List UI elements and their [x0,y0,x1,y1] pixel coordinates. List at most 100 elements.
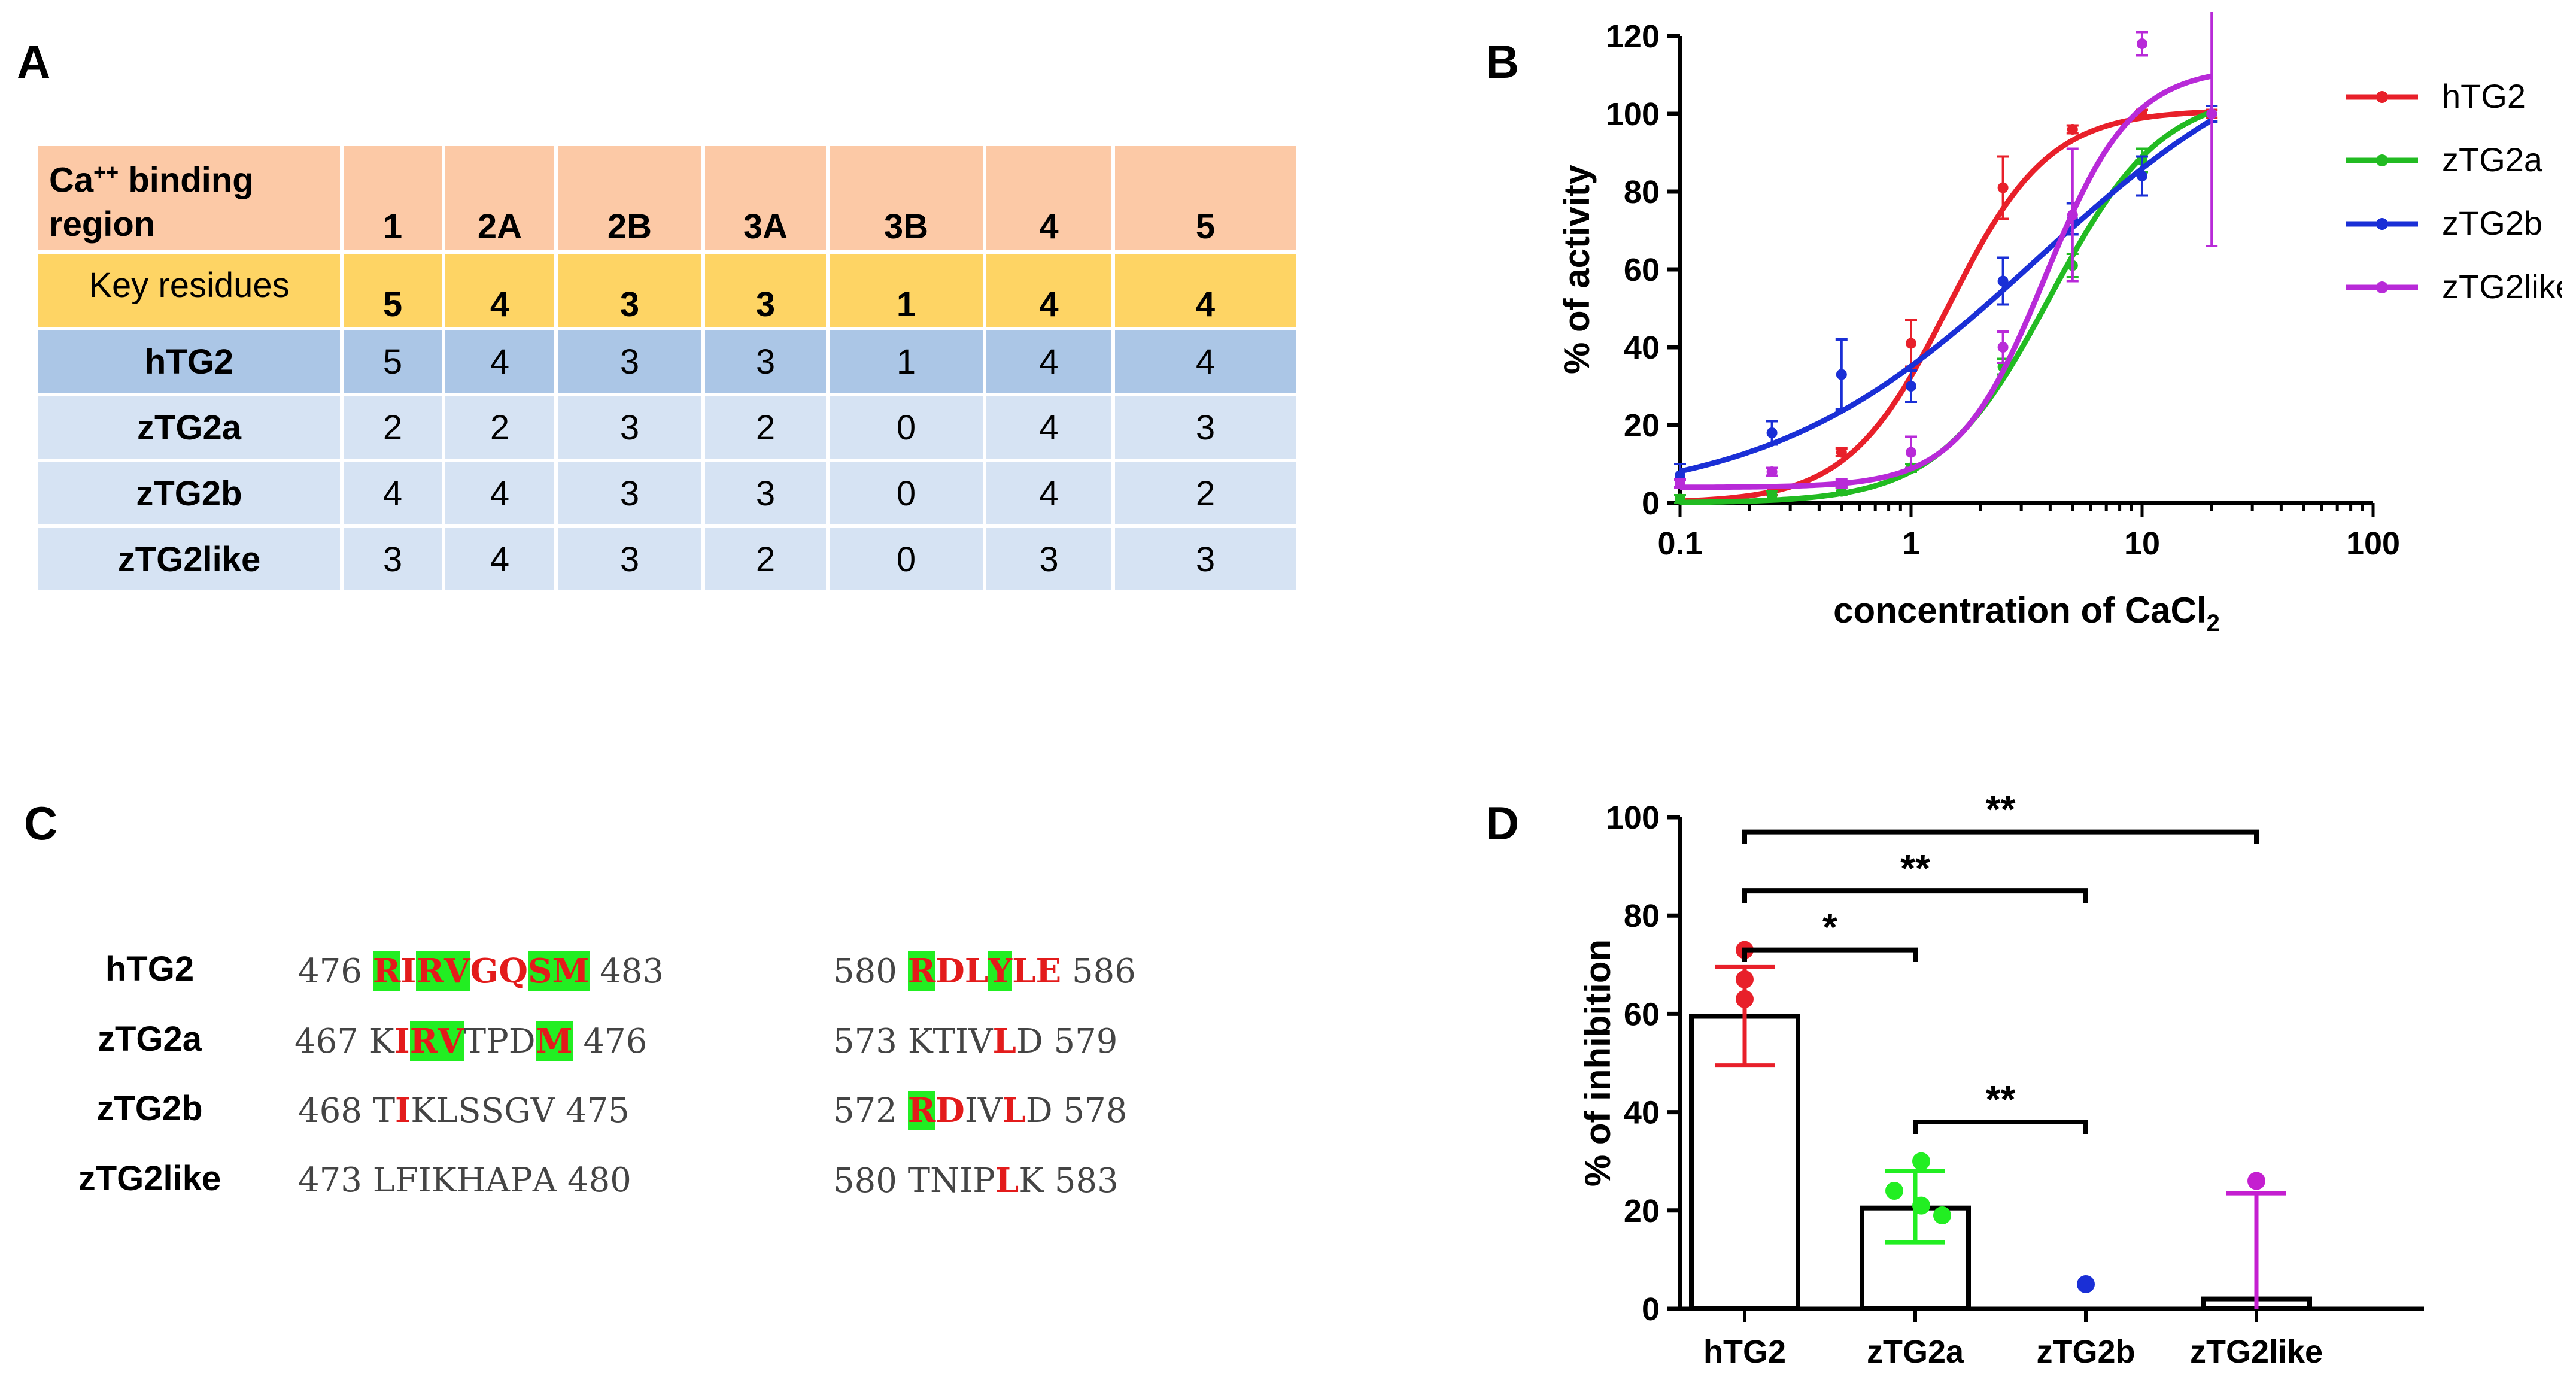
chart-plot-area: 0 20 40 60 80 100 % of inhibition hTG2 zTG2a zTG2… [1578,790,2424,1370]
table-cell: 3 [701,250,830,330]
header-col: 4 [983,142,1115,254]
legend-marker [2376,91,2388,103]
table-cell: 3 [701,327,830,396]
residue-end: 578 [1052,1091,1128,1130]
residue: L [964,951,989,991]
table-cell: 3 [554,524,705,594]
data-point [1906,338,1916,349]
table-row: zTG2a 2 2 3 2 0 4 3 [35,393,1299,462]
data-point [1766,427,1778,438]
data-point [1997,342,2009,353]
sequence-name: zTG2a [97,1020,202,1058]
data-point [2247,1172,2265,1190]
y-tick-label: 100 [1606,800,1660,836]
table-cell: 3 [554,327,705,396]
data-point [1675,478,1685,489]
table-cell: 0 [826,524,986,594]
significance-bracket: * [1742,906,1918,962]
residue: D [1025,1091,1053,1130]
residue: P [973,1161,995,1200]
data-point [1736,970,1754,988]
significance-label: * [1822,906,1837,949]
table-cell: 3 [340,524,445,594]
residue: L [992,1021,1016,1061]
data-point [1675,493,1685,505]
legend-marker [2376,154,2388,166]
y-tick-label: 0 [1642,486,1660,521]
data-point [1906,447,1916,458]
header-col: 5 [1111,142,1299,254]
residue: E [1035,951,1062,991]
table-cell: 3 [554,393,705,462]
table-cell: 4 [1111,327,1299,396]
y-tick-label: 120 [1606,19,1660,54]
data-point [1997,275,2009,287]
series-zTG2a: zTG2a [1674,105,2543,505]
y-tick-label: 60 [1624,996,1660,1032]
y-axis-label: % of inhibition [1578,939,1618,1187]
data-point [2077,1275,2095,1293]
table-cell: 4 [442,524,558,594]
sequence-name: hTG2 [105,950,195,988]
x-axis-label-subscript: 2 [2207,610,2220,636]
residue: T [932,1022,955,1061]
residue: Y [988,951,1013,991]
table-cell: 1 [826,250,986,330]
table-cell: 4 [983,393,1115,462]
row-name: zTG2a [35,393,344,462]
table-cell: 4 [1111,250,1299,330]
x-tick-label: hTG2 [1703,1334,1786,1370]
residue: I [394,1021,410,1061]
table-cell: 4 [340,459,445,528]
residue: L [372,1161,395,1200]
table-cell: 3 [554,250,705,330]
sequence-row: zTG2like 473 LFIKHAPA 480 580 TNIPLK 583 [24,1158,1281,1212]
table-row: hTG2 5 4 3 3 1 4 4 [35,327,1299,396]
significance-label: ** [1900,847,1930,890]
residue: R [907,951,936,991]
data-point [1997,182,2009,193]
y-tick-label: 20 [1624,408,1660,444]
table-cell: 4 [983,327,1115,396]
residue: I [959,1161,973,1200]
residue-start: 468 [298,1091,373,1130]
sequence-row: zTG2a 467 KIRVTPDM 476 573 KTIVLD 579 [24,1019,1281,1073]
data-point [1766,490,1778,501]
residue: D [935,1091,965,1130]
residue-end: 483 [589,952,664,991]
panel-label-d: D [1486,797,1520,850]
fit-curve [1679,117,2213,474]
table-cell: 4 [983,459,1115,528]
table-cell: 5 [340,250,445,330]
residue: Q [499,951,528,991]
header-col: 3A [701,142,830,254]
residue: A [532,1161,557,1200]
table-header-row: Ca++ binding region 1 2A 2B 3A 3B 4 5 [35,142,1299,254]
data-point [2206,108,2217,119]
y-tick-label: 20 [1624,1193,1660,1229]
data-point [1933,1206,1951,1225]
panel-label-c: C [24,797,58,850]
bracket-line [1913,1120,2088,1135]
residue-end: 476 [572,1022,648,1061]
residue: L [436,1091,458,1130]
residue: M [552,951,590,991]
residue: K [907,1022,933,1061]
residue: F [394,1161,418,1200]
table-cell: 2 [701,524,830,594]
table-cell: 3 [1111,393,1299,462]
table-cell: 0 [826,393,986,462]
sequence-name: zTG2b [96,1089,203,1128]
key-residues-row: Key residues 5 4 3 3 1 4 4 [35,250,1299,330]
bracket-line [1742,947,1918,962]
residue: L [995,1161,1019,1200]
table-cell: 3 [1111,524,1299,594]
residue: D [508,1022,536,1061]
legend-label: zTG2b [2442,204,2542,242]
residue: R [372,951,401,991]
residue-end: 583 [1044,1161,1119,1200]
table-cell: 0 [826,459,986,528]
y-tick-label: 0 [1642,1291,1660,1327]
data-point [2067,210,2078,220]
residue-start: 572 [833,1091,908,1130]
